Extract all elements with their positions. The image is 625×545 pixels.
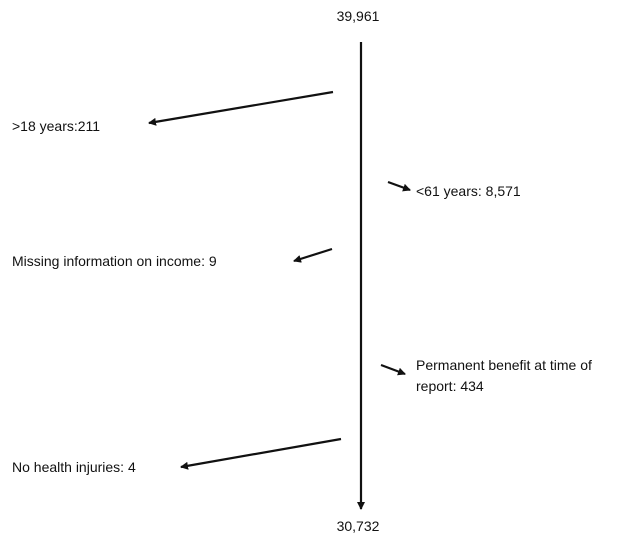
- exclusion-arrow: [387, 180, 411, 192]
- exclusion-label: Missing information on income: 9: [12, 253, 217, 269]
- exclusion-arrow: [293, 247, 333, 263]
- exclusion-arrow: [180, 437, 342, 470]
- exclusion-label: No health injuries: 4: [12, 459, 136, 475]
- exclusion-label: >18 years:211: [12, 118, 101, 134]
- exclusion-arrow: [148, 90, 334, 126]
- start-count: 39,961: [336, 8, 380, 24]
- exclusion-label: <61 years: 8,571: [416, 183, 521, 199]
- end-count: 30,732: [336, 518, 380, 534]
- exclusion-label: Permanent benefit at time of report: 434: [416, 357, 592, 394]
- exclusion-arrow: [380, 363, 406, 376]
